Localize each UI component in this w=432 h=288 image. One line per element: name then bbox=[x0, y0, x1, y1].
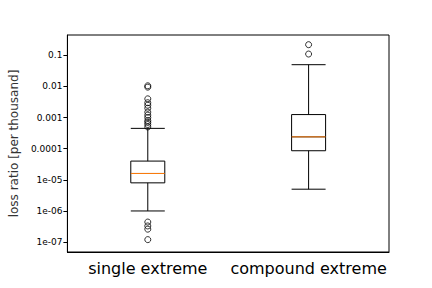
svg-text:0.1: 0.1 bbox=[48, 50, 62, 60]
svg-text:1e-07: 1e-07 bbox=[36, 237, 62, 247]
svg-text:single extreme: single extreme bbox=[88, 259, 207, 278]
svg-text:loss ratio [per thousand]: loss ratio [per thousand] bbox=[7, 70, 21, 218]
svg-text:1e-05: 1e-05 bbox=[36, 175, 62, 185]
svg-text:0.0001: 0.0001 bbox=[31, 144, 63, 154]
svg-text:1e-06: 1e-06 bbox=[36, 206, 62, 216]
svg-text:compound extreme: compound extreme bbox=[230, 259, 386, 278]
svg-text:0.001: 0.001 bbox=[37, 113, 63, 123]
svg-text:0.01: 0.01 bbox=[42, 81, 62, 91]
